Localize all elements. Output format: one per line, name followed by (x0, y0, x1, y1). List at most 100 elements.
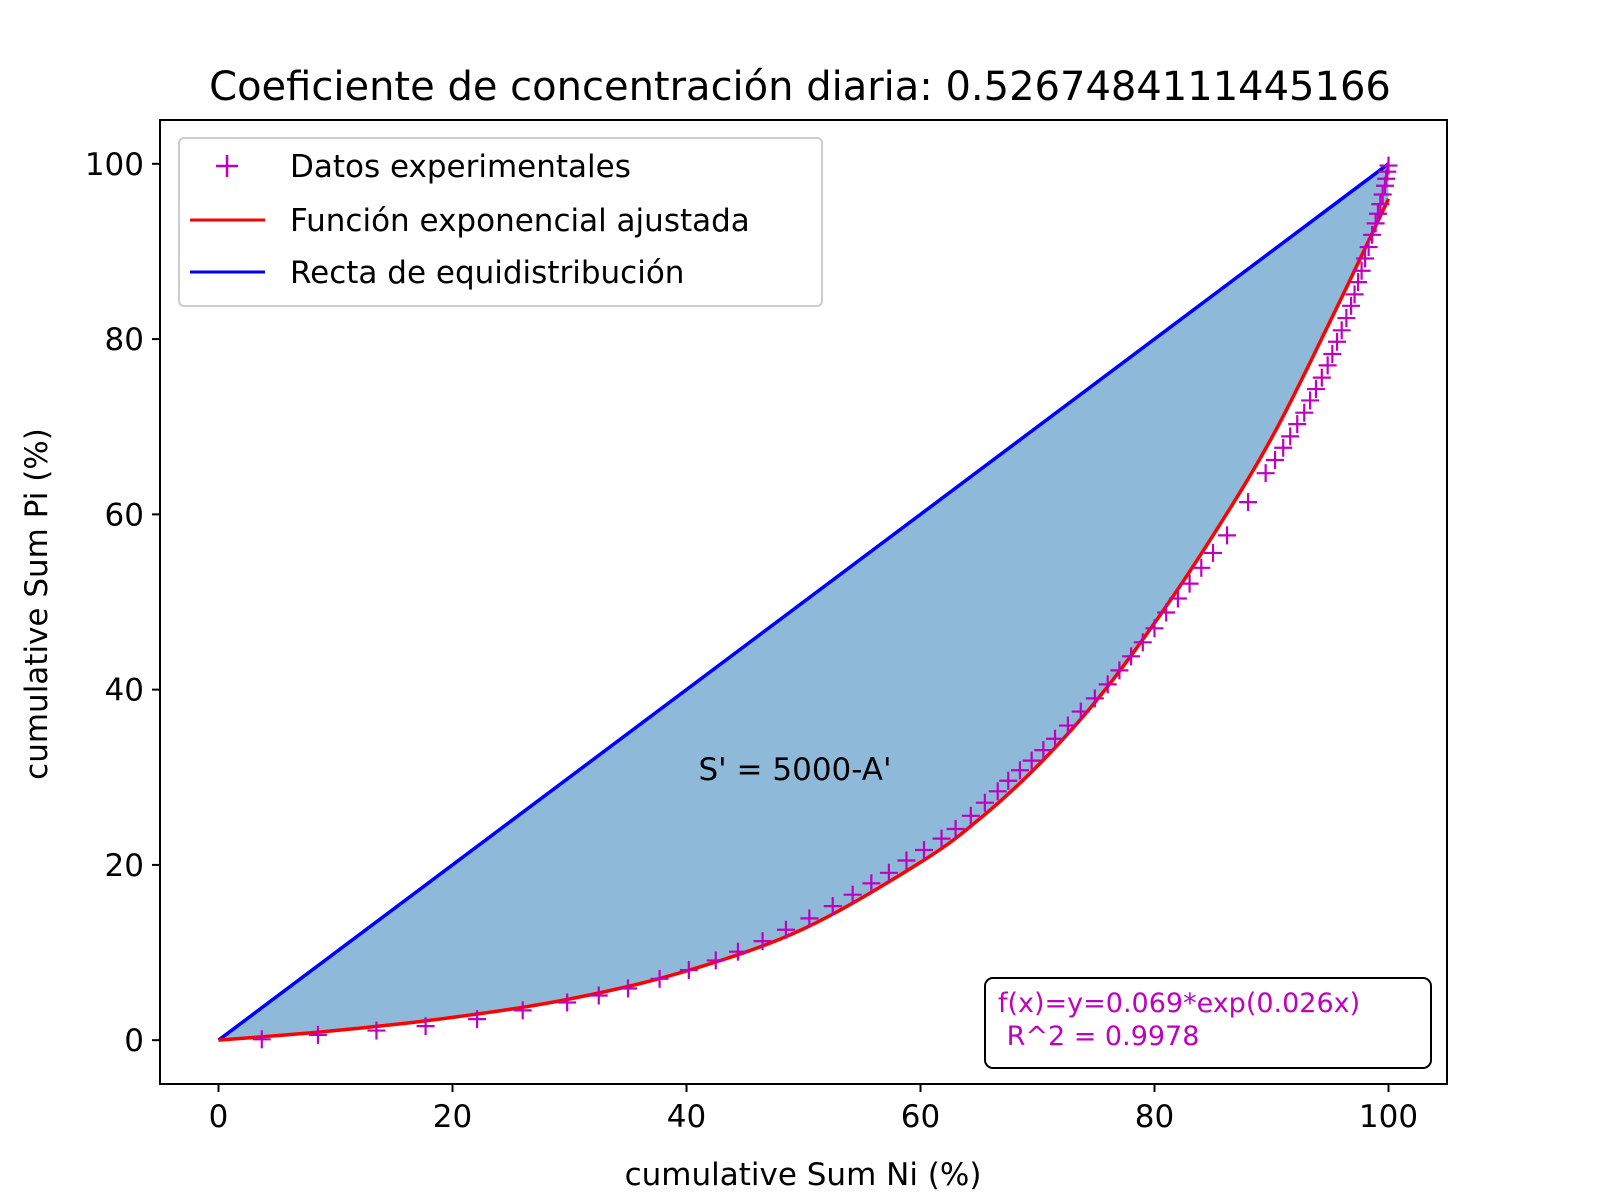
axes-frame (159, 119, 1448, 1085)
data-point (1306, 380, 1325, 399)
data-point (1288, 415, 1307, 434)
data-point (879, 863, 898, 882)
data-point (1332, 321, 1351, 340)
scatter-series (252, 156, 1398, 1049)
data-point (932, 829, 951, 848)
fit-equation-box: f(x)=y=0.069*exp(0.026x) R^2 = 0.9978 (984, 977, 1432, 1069)
fitted-curve (218, 198, 1391, 1042)
data-point (1342, 296, 1361, 315)
fit-box-frame (984, 977, 1432, 1069)
data-point (1356, 249, 1375, 268)
data-point (1145, 619, 1164, 638)
data-point (1133, 633, 1152, 652)
y-axis: 0 20 40 60 80 100 (85, 147, 160, 1059)
data-point (589, 986, 608, 1005)
data-point (619, 979, 637, 998)
data-point (1122, 647, 1141, 666)
data-point (1312, 368, 1331, 387)
data-point (1318, 356, 1337, 375)
x-tick-label: 100 (1359, 1099, 1418, 1135)
legend: Datos experimentales Función exponencial… (178, 137, 823, 307)
data-point (513, 1001, 532, 1020)
data-point (1366, 214, 1385, 233)
data-point (1352, 261, 1371, 280)
data-point (1379, 156, 1398, 175)
data-point (1192, 558, 1211, 577)
data-point (706, 951, 725, 970)
x-tick-label: 80 (1135, 1099, 1174, 1135)
y-tick-label: 100 (85, 147, 144, 183)
data-point (650, 969, 669, 988)
data-point (1218, 526, 1237, 545)
x-axis: 0 20 40 60 80 100 (209, 1084, 1418, 1135)
y-tick-label: 0 (124, 1023, 144, 1059)
data-point (308, 1025, 327, 1044)
data-point (1295, 403, 1314, 422)
data-point (558, 993, 577, 1012)
legend-label-ajustada: Función exponencial ajustada (290, 203, 750, 239)
fit-r2-text: R^2 = 0.9978 (998, 1021, 1199, 1052)
chart-title: Coeficiente de concentración diaria: 0.5… (209, 64, 1391, 110)
data-point (1058, 716, 1077, 735)
x-axis-label: cumulative Sum Ni (%) (625, 1157, 982, 1193)
legend-label-datos: Datos experimentales (290, 149, 631, 185)
data-point (1281, 427, 1300, 446)
data-point (753, 932, 772, 951)
data-point (1098, 675, 1117, 694)
data-point (999, 771, 1018, 790)
data-point (679, 961, 698, 980)
data-point (1266, 451, 1285, 470)
data-point (1373, 185, 1392, 204)
data-point (1328, 332, 1347, 351)
data-point (1368, 204, 1387, 223)
data-point (1204, 543, 1222, 562)
legend-marker-datos (216, 155, 238, 177)
data-point (1010, 761, 1029, 780)
data-point (776, 920, 795, 939)
data-point (975, 793, 994, 812)
area-annotation: S' = 5000-A' (698, 752, 891, 788)
x-tick-label: 60 (901, 1099, 940, 1135)
data-point (1301, 391, 1320, 410)
y-tick-label: 20 (105, 848, 144, 884)
data-point (843, 885, 862, 904)
x-tick-label: 40 (667, 1099, 706, 1135)
legend-box (178, 137, 823, 307)
data-point (1345, 285, 1364, 304)
data-point (800, 909, 819, 928)
plot-area (217, 156, 1398, 1049)
data-point (1071, 702, 1090, 721)
data-point (1256, 464, 1275, 483)
y-tick-label: 80 (105, 322, 144, 358)
data-point (252, 1030, 271, 1049)
equidistribution-line (217, 162, 1390, 1042)
data-point (1323, 344, 1342, 363)
y-tick-label: 40 (105, 673, 144, 709)
data-point (1274, 438, 1293, 457)
data-point (1022, 751, 1041, 770)
data-point (915, 841, 934, 860)
data-point (961, 806, 980, 825)
data-point (1239, 493, 1258, 512)
data-point (1359, 238, 1378, 257)
data-point (823, 897, 842, 916)
data-point (1085, 689, 1104, 708)
data-point (1349, 273, 1368, 292)
data-point (1157, 603, 1176, 622)
data-point (728, 942, 747, 961)
data-point (1168, 589, 1187, 608)
legend-label-equidistribucion: Recta de equidistribución (290, 255, 684, 291)
data-point (1046, 729, 1065, 748)
data-point (468, 1010, 487, 1029)
data-point (988, 782, 1007, 801)
data-point (897, 851, 916, 870)
fit-equation-text: f(x)=y=0.069*exp(0.026x) (998, 988, 1360, 1019)
data-point (946, 819, 965, 838)
data-point (1110, 661, 1129, 680)
data-point (1371, 195, 1390, 214)
data-point (416, 1017, 435, 1036)
data-point (1034, 741, 1053, 760)
y-axis-label: cumulative Sum Pi (%) (19, 428, 55, 780)
x-tick-label: 20 (433, 1099, 472, 1135)
